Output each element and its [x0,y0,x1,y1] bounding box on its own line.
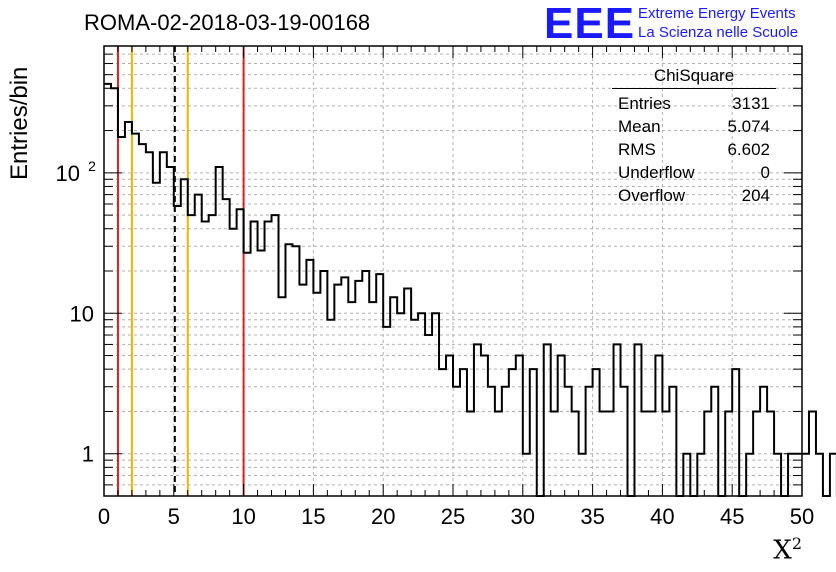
y-tick-label: 1 [82,442,94,467]
x-tick-label: 40 [650,504,674,529]
reference-lines [116,46,245,496]
x-axis-label-base: X [773,536,792,566]
stats-value: 3131 [732,94,770,113]
x-tick-label: 0 [98,504,110,529]
stats-row-mean: Mean 5.074 [612,115,776,138]
x-axis-label-superscript: 2 [791,534,802,554]
stats-label: Underflow [618,163,695,182]
y-tick-label: 10 [56,161,80,186]
stats-label: RMS [618,140,656,159]
logo-line-1: Extreme Energy Events [638,5,796,22]
stats-row-entries: Entries 3131 [612,92,776,115]
logo-text: Extreme Energy Events La Scienza nelle S… [638,4,798,42]
x-tick-label: 20 [371,504,395,529]
chart-title: ROMA-02-2018-03-19-00168 [84,10,371,35]
stats-value: 6.602 [727,140,770,159]
stats-box: ChiSquare Entries 3131 Mean 5.074 RMS 6.602… [612,66,776,207]
stats-label: Entries [618,94,671,113]
x-axis-label: X2 [773,534,802,566]
stats-row-overflow: Overflow 204 [612,184,776,207]
eee-logo: EEE [544,0,636,48]
y-tick-label-exponent: 2 [88,158,96,174]
x-tick-label: 30 [511,504,535,529]
logo-line-2: La Scienza nelle Scuole [638,24,799,41]
stats-row-rms: RMS 6.602 [612,138,776,161]
x-tick-label: 50 [790,504,814,529]
stats-value: 5.074 [727,117,770,136]
stats-label: Mean [618,117,661,136]
x-tick-label: 15 [301,504,325,529]
x-tick-label: 45 [720,504,744,529]
y-axis-label: Entries/bin [6,66,33,180]
stats-value: 0 [760,163,770,182]
x-tick-label: 25 [441,504,465,529]
axis-ticks: 0 5 10 15 20 25 30 35 40 45 50 1 10 10 2 [56,45,814,529]
stats-box-title: ChiSquare [612,66,776,89]
y-tick-label: 10 [70,301,94,326]
stats-row-underflow: Underflow 0 [612,161,776,184]
histogram-step-line [104,82,836,497]
x-tick-label: 5 [168,504,180,529]
stats-value: 204 [741,186,770,205]
x-tick-label: 10 [231,504,255,529]
stats-label: Overflow [618,186,686,205]
x-tick-label: 35 [580,504,604,529]
